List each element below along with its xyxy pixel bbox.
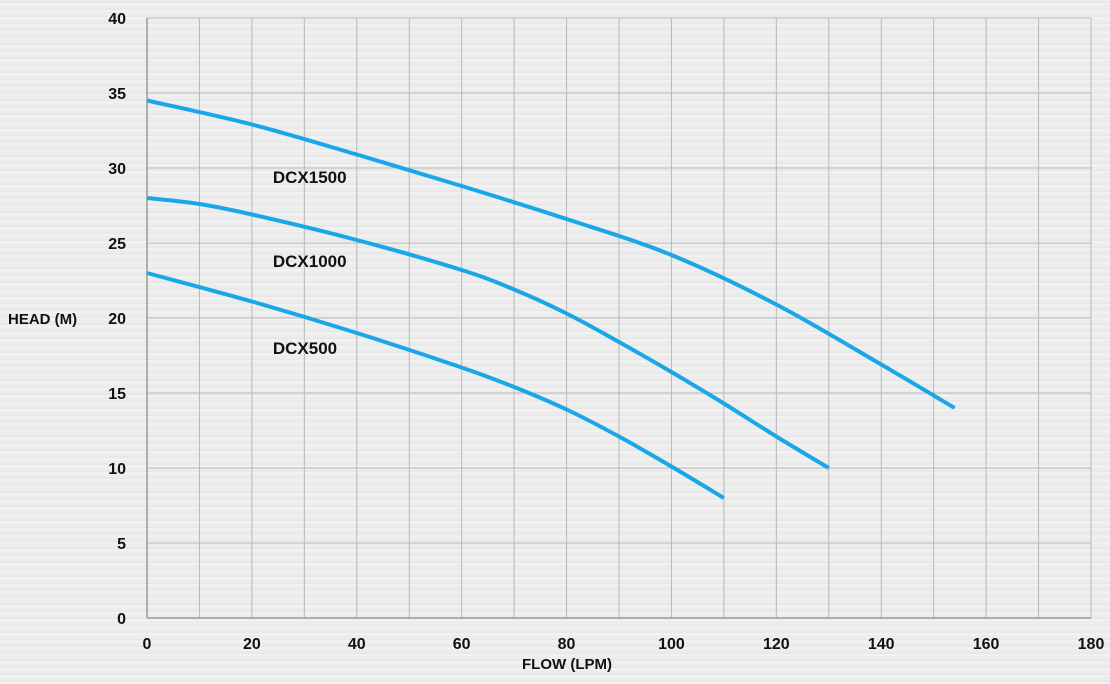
x-tick-label: 40	[348, 636, 366, 653]
x-tick-label: 120	[763, 636, 790, 653]
grid	[146, 17, 1092, 619]
series-line-dcx500	[146, 271, 725, 500]
y-tick-label: 15	[108, 386, 126, 403]
x-tick-label: 140	[868, 636, 895, 653]
x-tick-label: 100	[658, 636, 685, 653]
y-tick-label: 5	[117, 536, 126, 553]
x-tick-label: 180	[1078, 636, 1105, 653]
x-tick-label: 20	[243, 636, 261, 653]
y-tick-label: 0	[117, 611, 126, 628]
series-label-dcx1500: DCX1500	[273, 168, 347, 187]
y-tick-label: 20	[108, 311, 126, 328]
y-tick-label: 35	[108, 86, 126, 103]
x-axis-title: FLOW (LPM)	[522, 656, 612, 673]
y-tick-label: 30	[108, 161, 126, 178]
x-tick-label: 80	[558, 636, 576, 653]
series-label-dcx500: DCX500	[273, 339, 337, 358]
x-tick-label: 0	[143, 636, 152, 653]
series-line-dcx1000	[146, 196, 830, 470]
series-lines	[146, 98, 956, 500]
y-axis-title: HEAD (M)	[8, 311, 77, 328]
x-tick-label: 60	[453, 636, 471, 653]
series-label-dcx1000: DCX1000	[273, 252, 347, 271]
series-labels: DCX1500 DCX1000 DCX500	[273, 168, 347, 358]
y-tick-label: 40	[108, 11, 126, 28]
series-line-dcx1500	[146, 98, 956, 410]
y-tick-label: 10	[108, 461, 126, 478]
axes: 0 20 40 60 80 100 120 140 160 180 0 5 10 15 20 25 30 35 40	[108, 11, 1104, 653]
y-tick-label: 25	[108, 236, 126, 253]
x-tick-label: 160	[973, 636, 1000, 653]
